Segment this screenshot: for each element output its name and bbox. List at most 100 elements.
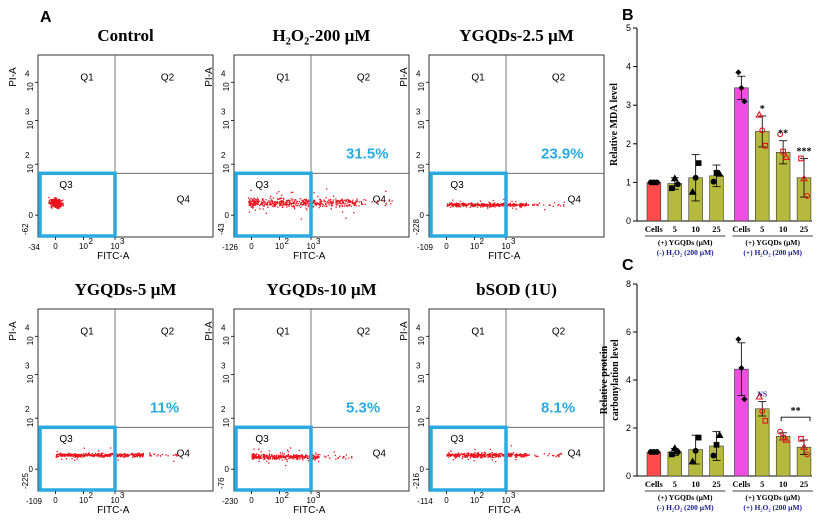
flow-event-dot <box>491 459 494 461</box>
flow-event-dot <box>271 458 274 460</box>
flow-event-dot <box>91 454 93 456</box>
flow-event-dot <box>59 201 61 203</box>
flow-event-dot <box>319 198 321 201</box>
flow-y-tick-exponent: 4 <box>221 69 226 78</box>
flow-event-dot <box>264 455 266 457</box>
flow-y-tick-label: 0 <box>225 465 230 474</box>
flow-event-dot <box>336 203 339 205</box>
flow-event-dot <box>488 201 490 203</box>
flow-event-dot <box>499 456 502 458</box>
y-axis-label: Relative MDA level <box>609 83 620 166</box>
flow-event-dot <box>83 454 86 456</box>
flow-event-dot <box>270 200 272 202</box>
flow-event-dot <box>481 454 483 456</box>
flow-event-dot <box>325 197 327 199</box>
flow-event-dot <box>284 455 286 457</box>
flow-event-dot <box>271 453 273 456</box>
quadrant-label-q1: Q1 <box>276 72 290 83</box>
flow-event-dot <box>61 202 63 204</box>
flow-event-dot <box>273 455 275 457</box>
flow-event-dot <box>117 459 119 461</box>
flow-event-dot <box>342 457 344 459</box>
flow-event-dot <box>249 201 251 203</box>
flow-event-dot <box>484 452 487 454</box>
flow-event-dot <box>66 455 68 457</box>
flow-event-dot <box>328 202 330 204</box>
flow-event-dot <box>515 455 517 457</box>
flow-event-dot <box>251 200 253 202</box>
flow-event-dot <box>363 199 365 201</box>
flow-event-dot <box>535 204 537 206</box>
flow-event-dot <box>295 456 297 458</box>
flow-event-dot <box>559 453 561 455</box>
flow-event-dot <box>283 198 285 200</box>
flow-event-dot <box>71 455 73 457</box>
flow-event-dot <box>280 201 283 204</box>
flow-event-dot <box>388 199 391 201</box>
flow-event-dot <box>270 199 273 201</box>
flow-event-dot <box>317 453 319 456</box>
flow-event-dot <box>330 202 332 204</box>
flow-event-dot <box>498 456 500 458</box>
flow-event-dot <box>101 453 103 455</box>
replicate-point <box>755 110 764 118</box>
flow-event-dot <box>476 203 478 205</box>
flow-event-dot <box>498 454 500 456</box>
flow-event-dot <box>473 456 475 458</box>
flow-event-dot <box>332 195 335 197</box>
flow-event-dot <box>252 202 255 204</box>
flow-event-dot <box>549 204 551 206</box>
flow-event-dot <box>452 459 454 461</box>
flow-event-dots <box>251 447 353 467</box>
flow-event-dot <box>265 199 267 201</box>
flow-event-dot <box>76 455 79 457</box>
flow-event-dot <box>60 455 62 457</box>
flow-event-dot <box>288 201 290 203</box>
flow-event-dot <box>533 204 535 206</box>
flow-event-dot <box>459 203 461 206</box>
flow-event-dot <box>263 455 265 457</box>
flow-event-dot <box>262 202 265 204</box>
flow-event-dot <box>65 454 67 456</box>
flow-event-dot <box>267 204 269 206</box>
flow-event-dot <box>248 201 250 203</box>
flow-event-dot <box>288 203 291 205</box>
flow-event-dot <box>453 454 455 456</box>
flow-event-dot <box>462 454 464 456</box>
flow-panel-title: H₂O₂-200 µM <box>273 26 371 45</box>
flow-event-dot <box>483 451 486 453</box>
flow-event-dot <box>337 199 339 202</box>
flow-event-dot <box>318 460 320 463</box>
flow-event-dot <box>548 453 550 455</box>
flow-event-dot <box>479 454 482 457</box>
flow-event-dot <box>501 453 503 456</box>
flow-event-dot <box>77 454 80 456</box>
flow-event-dot <box>486 454 488 456</box>
flow-event-dot <box>525 202 527 205</box>
flow-event-dot <box>385 203 387 205</box>
flow-event-dot <box>269 202 271 204</box>
flow-event-dot <box>473 205 475 207</box>
flow-event-dot <box>276 192 278 194</box>
flow-event-dot <box>278 198 280 200</box>
flow-event-dot <box>56 454 58 456</box>
flow-event-dot <box>385 190 387 193</box>
flow-event-dot <box>299 198 301 200</box>
flow-event-dot <box>280 202 282 205</box>
flow-event-dot <box>298 200 300 203</box>
flow-event-dot <box>558 454 560 456</box>
flow-event-dot <box>272 456 274 458</box>
flow-x-tick-label: 10 <box>470 496 479 505</box>
flow-event-dots <box>55 447 179 462</box>
flow-event-dot <box>253 200 255 202</box>
flow-event-dot <box>463 204 466 206</box>
flow-event-dot <box>276 456 278 458</box>
flow-event-dot <box>519 453 522 456</box>
flow-y-axis-label: PI-A <box>8 321 19 341</box>
flow-event-dot <box>133 455 135 457</box>
flow-event-dot <box>516 455 518 457</box>
flow-event-dot <box>264 203 266 205</box>
flow-event-dot <box>294 208 296 210</box>
replicate-point <box>692 174 699 181</box>
flow-event-dot <box>279 203 281 206</box>
